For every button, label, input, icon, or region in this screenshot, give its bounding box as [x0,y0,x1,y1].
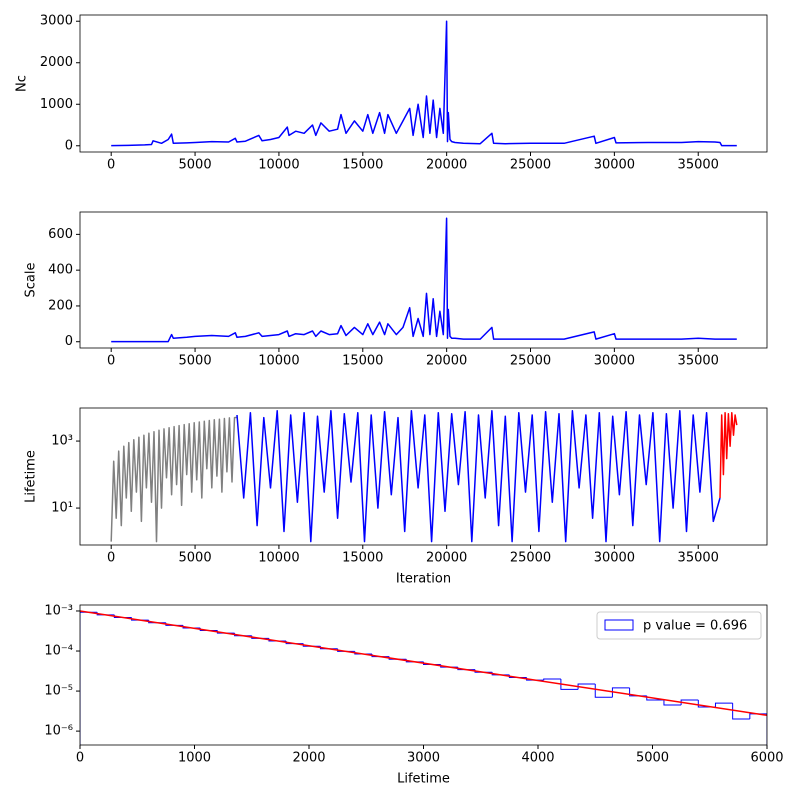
x-tick-label: 30000 [594,158,635,173]
legend-box [596,611,762,640]
y-tick-label: 10⁻⁴ [44,644,73,659]
x-tick-label: 10000 [258,158,299,173]
x-tick-label: 35000 [678,158,719,173]
y-tick-label: 0 [65,334,73,349]
x-tick-label: 15000 [342,354,383,369]
y-tick-label: 10⁻⁶ [44,724,73,739]
y-tick-label: 600 [48,227,73,242]
hist-step [732,703,750,720]
x-tick-label: 6000 [750,751,783,766]
y-tick-label: 2000 [40,55,73,70]
hist-step [560,679,579,690]
plot-area [111,20,737,147]
y-tick-label: 10⁻⁵ [44,684,73,699]
fit-line [80,610,767,717]
axes-frame [79,211,768,349]
line [111,217,737,343]
x-tick-label: 30000 [594,354,635,369]
x-tick-label: 3000 [407,751,440,766]
hist-step [80,611,98,745]
hist-step [714,702,733,708]
x-tick-label: 0 [107,158,115,173]
x-tick-label: 0 [107,354,115,369]
x-tick-label: 0 [107,551,115,566]
x-tick-label: 35000 [678,551,719,566]
x-tick-label: 35000 [678,354,719,369]
y-tick-label: 10¹ [51,501,73,516]
legend-label: p value = 0.696 [643,619,747,634]
legend-patch [604,619,634,631]
x-tick-label: 20000 [426,158,467,173]
x-tick-label: 10000 [258,354,299,369]
x-tick-label: 2000 [292,751,325,766]
x-tick-label: 10000 [258,551,299,566]
y-tick-label: 0 [65,138,73,153]
x-tick-label: 4000 [521,751,554,766]
x-tick-label: 15000 [342,551,383,566]
y-axis-label: Scale [24,263,39,298]
line [719,411,738,499]
x-tick-label: 25000 [510,354,551,369]
y-tick-label: 10⁻³ [44,603,73,618]
y-tick-label: 10³ [51,434,73,449]
y-tick-label: 3000 [40,14,73,29]
y-axis-label: Lifetime [24,450,39,503]
y-tick-label: 200 [48,298,73,313]
x-tick-label: 5000 [179,354,212,369]
plot-area [110,410,738,543]
axes-frame [79,407,768,546]
x-tick-label: 20000 [426,354,467,369]
x-tick-label: 25000 [510,551,551,566]
x-tick-label: 25000 [510,158,551,173]
x-axis-label: Lifetime [397,772,450,787]
y-tick-label: 1000 [40,97,73,112]
x-tick-label: 30000 [594,551,635,566]
plot-area [80,610,767,745]
hist-step [543,678,561,681]
hist-step [749,713,767,745]
x-axis-label: Iteration [396,572,451,587]
hist-step [594,684,613,698]
line [110,416,238,543]
y-tick-label: 400 [48,263,73,278]
x-tick-label: 20000 [426,551,467,566]
hist-step [577,683,596,690]
x-tick-label: 5000 [179,158,212,173]
line [236,410,721,543]
hist-step [680,699,699,705]
x-tick-label: 5000 [179,551,212,566]
hist-step [611,687,630,698]
hist-step [663,699,682,706]
y-axis-label: Nc [15,75,30,92]
plot-area [111,217,737,343]
x-tick-label: 1000 [178,751,211,766]
line [111,20,737,147]
x-tick-label: 0 [76,751,84,766]
x-tick-label: 5000 [636,751,669,766]
x-tick-label: 15000 [342,158,383,173]
axes-frame [79,14,768,153]
